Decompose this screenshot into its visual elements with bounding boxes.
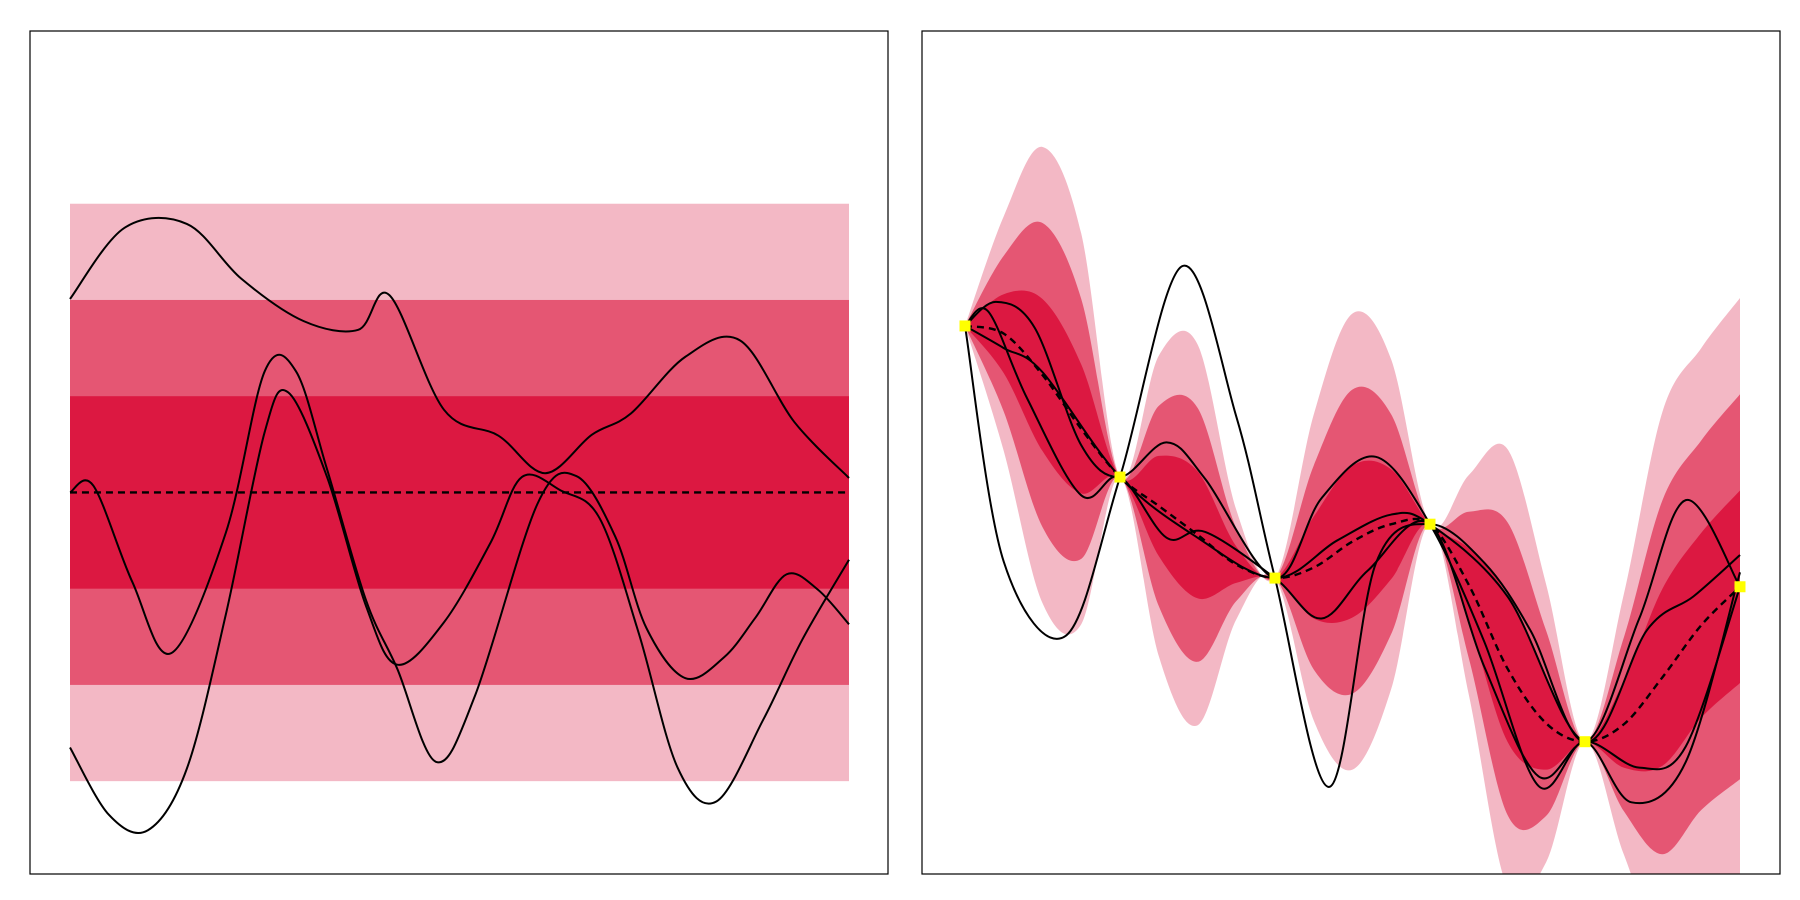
mean-line — [964, 324, 1741, 743]
observation-point-3 — [1269, 572, 1281, 584]
observation-point-2 — [1114, 471, 1126, 483]
plot-area — [69, 203, 850, 834]
observation-point-6 — [1734, 581, 1746, 593]
prior-samples-panel — [29, 30, 889, 875]
panel-frame — [921, 30, 1781, 875]
observation-point-4 — [1424, 518, 1436, 530]
sample-path-4 — [964, 325, 1741, 743]
plot-area — [959, 146, 1746, 874]
posterior-samples-panel — [921, 30, 1781, 875]
sample-path-1 — [69, 216, 850, 479]
observation-point-5 — [1579, 736, 1591, 748]
sample-path-3 — [69, 389, 850, 834]
sample-path-3 — [964, 307, 1741, 780]
observation-point-1 — [959, 320, 971, 332]
sample-path-2 — [69, 353, 850, 764]
panel-frame — [29, 30, 889, 875]
sample-path-1 — [964, 264, 1741, 788]
sample-path-2 — [964, 300, 1741, 805]
